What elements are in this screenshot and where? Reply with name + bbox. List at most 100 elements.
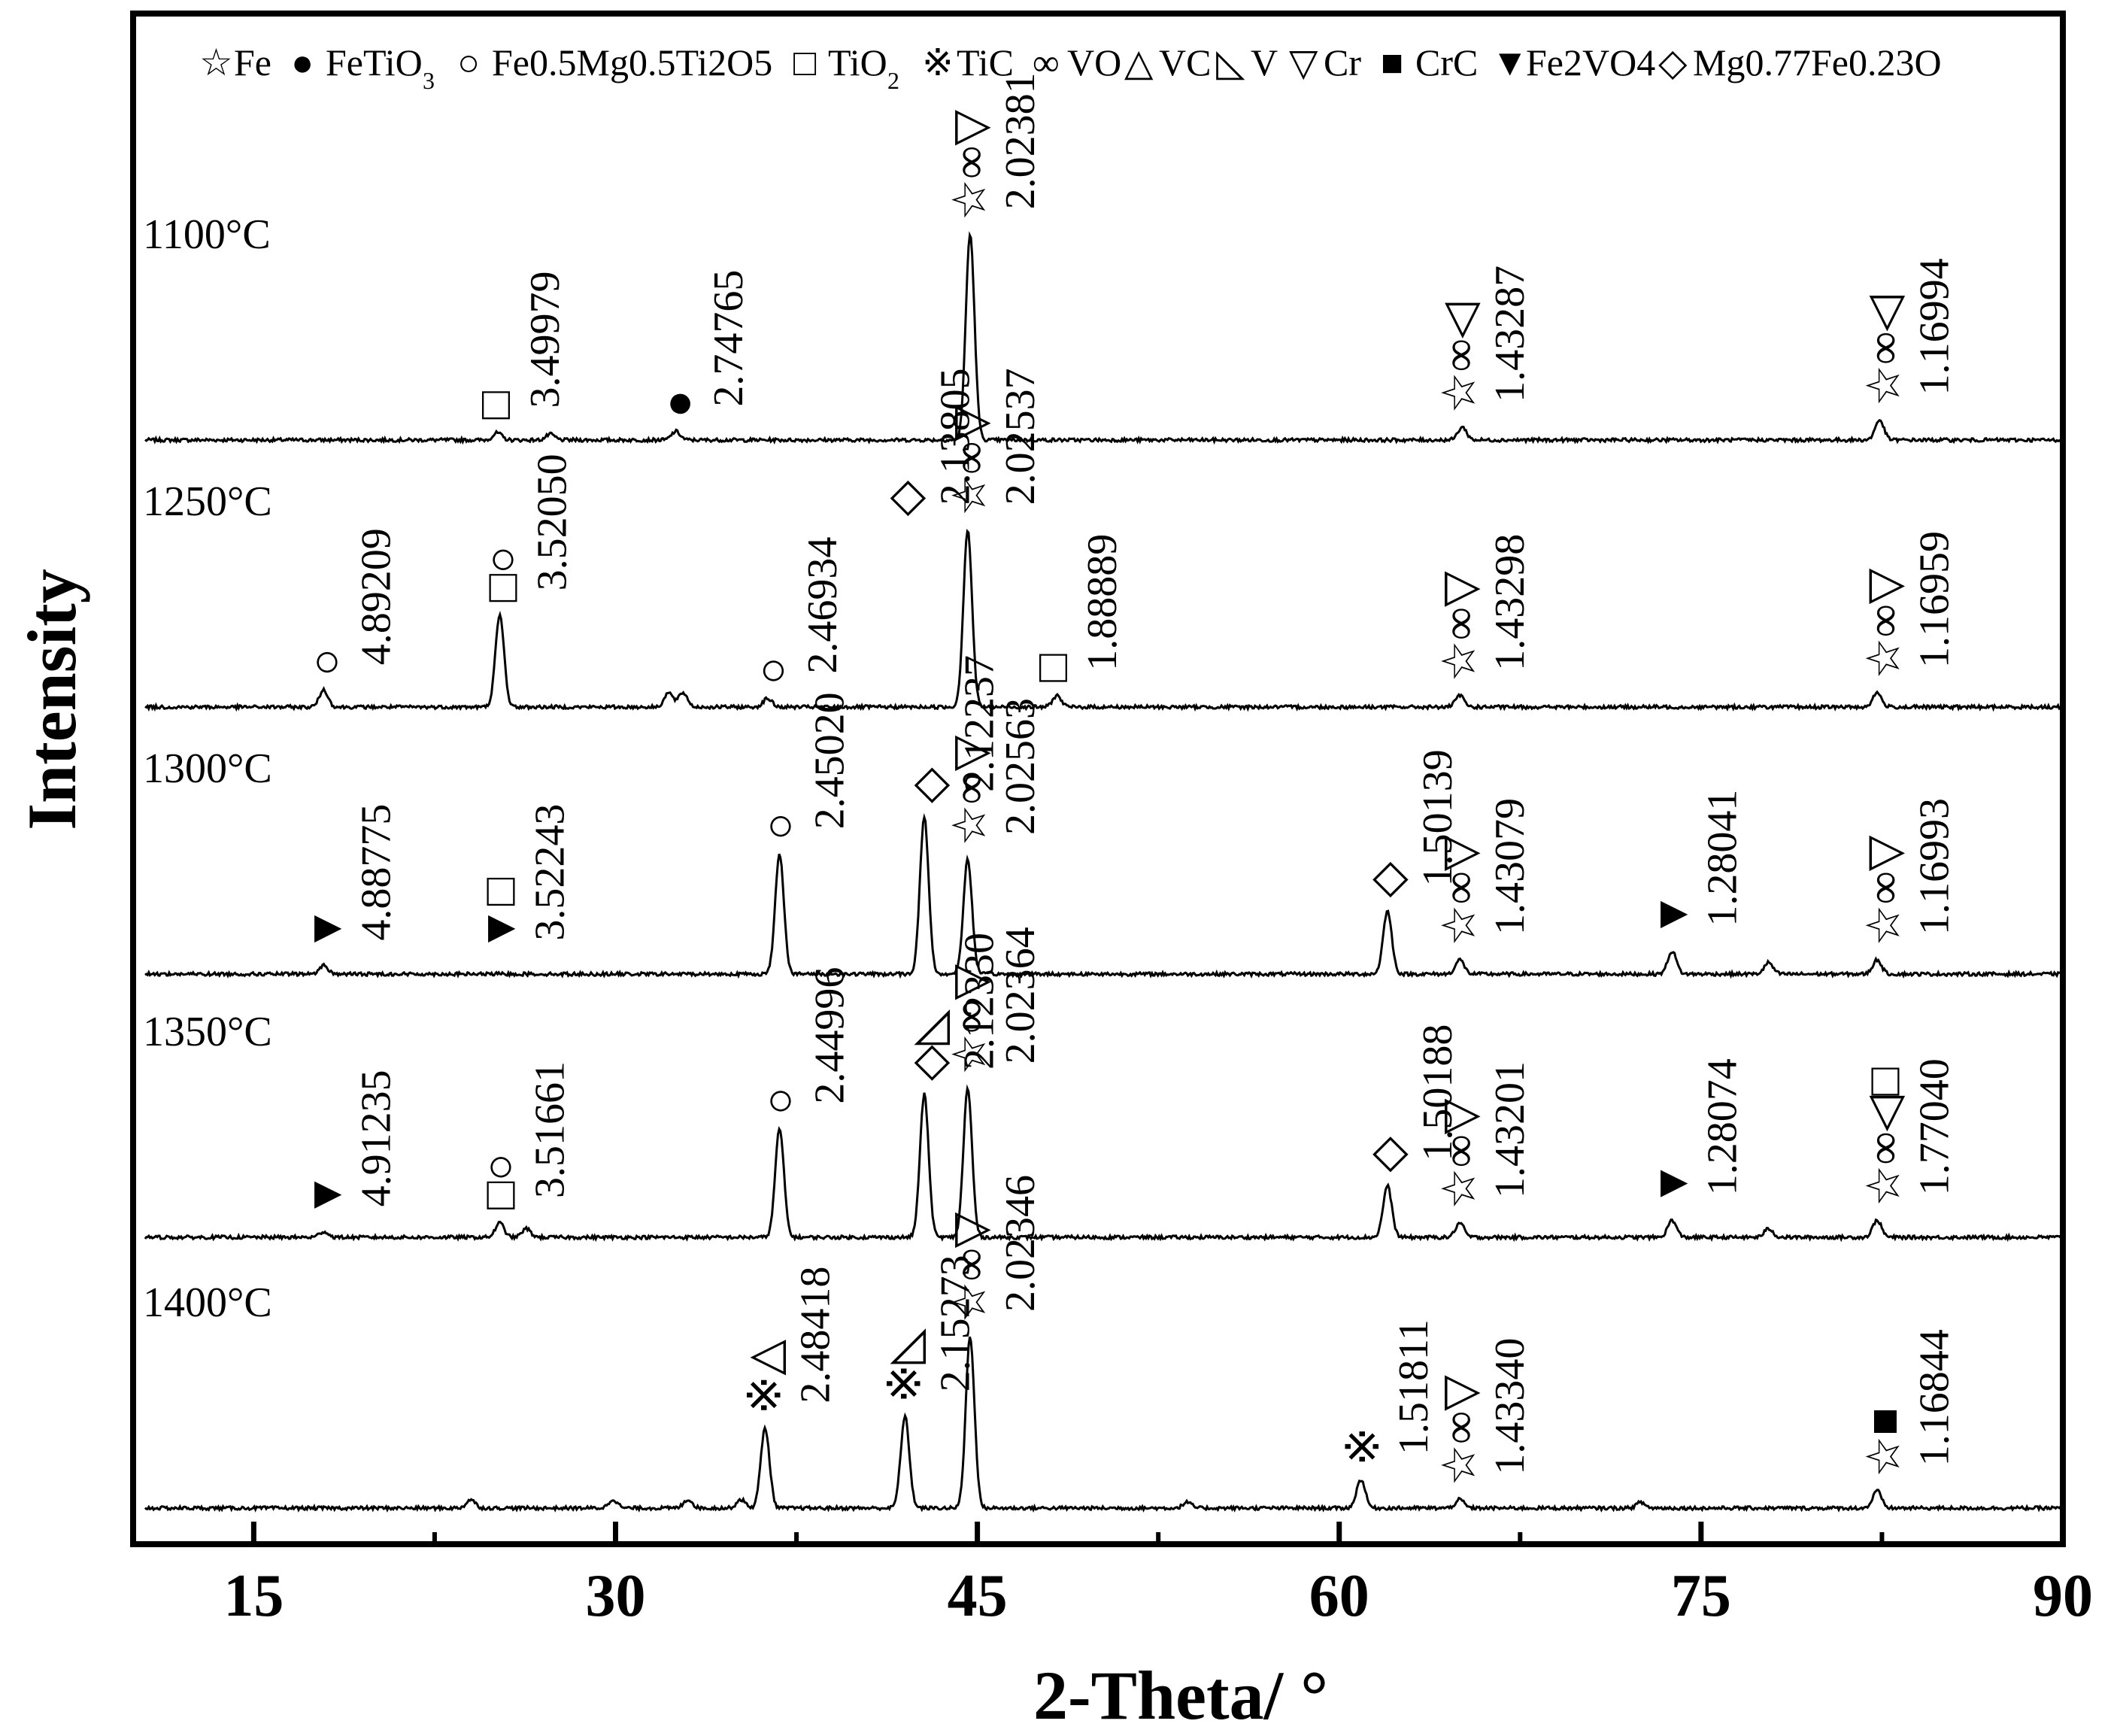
peak-d-spacing: 1.50188: [1415, 1024, 1461, 1161]
peak-d-spacing: 2.02537: [997, 368, 1044, 505]
legend-label: Mg0.77Fe0.23O: [1693, 41, 1942, 83]
peak-symbols: ☆∞▽: [945, 405, 996, 517]
y-axis-label: Intensity: [14, 569, 90, 830]
legend-symbol: ▼: [1491, 41, 1529, 83]
peak-d-spacing: 2.02381: [997, 72, 1044, 209]
peak-symbols: ※: [1338, 1427, 1389, 1466]
peak-d-spacing: 2.46934: [799, 537, 846, 674]
legend-label: Fe0.5Mg0.5Ti2O5: [492, 41, 772, 83]
series-line: [144, 231, 2064, 445]
peak-d-spacing: 2.15273: [932, 1255, 978, 1392]
peak-symbols: ○: [754, 812, 805, 840]
legend-symbol: ◺: [1216, 41, 1245, 83]
peak-d-spacing: 2.44996: [807, 967, 854, 1104]
legend-label: Fe: [234, 41, 271, 83]
legend-label-sub: 3: [423, 67, 435, 94]
legend-item-9: ■ CrC: [1381, 41, 1478, 83]
peak-symbols: ○: [754, 1087, 805, 1115]
peak-d-spacing: 1.16959: [1912, 531, 1958, 668]
axes: 15 30 45 60 75 90: [223, 1522, 2093, 1629]
legend-label: Fe2VO4: [1526, 41, 1655, 83]
peak-symbols: □○: [475, 1153, 526, 1209]
peak-d-spacing: 3.52243: [527, 804, 574, 941]
legend-symbol: ▽: [1289, 41, 1318, 83]
legend-item-5: ∞ VO: [1033, 41, 1121, 83]
peak-symbols: □○: [477, 545, 528, 602]
peak-symbols: ☆∞▽: [945, 1212, 996, 1323]
legend-label: VC: [1159, 41, 1211, 83]
series-0: 1100°C□ 3.49979 ● 2.74765☆∞▽ 2.02381☆∞◁ 1.432…: [143, 72, 2064, 445]
peak-d-spacing: 1.43287: [1487, 266, 1533, 402]
peak-symbols: ▼□: [475, 877, 526, 951]
peak-symbols: ☆■: [1859, 1407, 1910, 1477]
legend-symbol: ※: [922, 41, 954, 83]
peak-symbols: ▼: [301, 906, 352, 951]
legend-label: CrC: [1415, 41, 1478, 83]
legend-symbol: ●: [291, 41, 314, 83]
legend-label-sub: 2: [887, 67, 899, 94]
legend-label: VO: [1067, 41, 1121, 83]
peak-d-spacing: 1.50139: [1415, 749, 1461, 886]
series-1: 1250°C○ 4.89209 □○ 3.52050○ 2.46934◇ 2.13805☆…: [143, 368, 2064, 712]
legend-item-1: ● FeTiO 3: [291, 41, 435, 94]
series-2: 1300°C▼ 4.88775 ▼□ 3.52243 ○ 2.45020 ◇ 2.12237☆…: [143, 655, 2064, 979]
peak-symbols: ▼: [301, 1172, 352, 1218]
peak-symbols: □: [469, 391, 520, 420]
peak-symbols: ○: [301, 648, 352, 676]
peak-d-spacing: 2.48418: [792, 1267, 839, 1404]
peak-d-spacing: 1.88889: [1079, 534, 1126, 671]
plot-frame: [130, 11, 2066, 1547]
x-axis-label: 2-Theta/ °: [1033, 1657, 1328, 1734]
legend-item-10: ▼Fe2VO4: [1491, 41, 1655, 83]
legend-item-7: ◺ V: [1216, 41, 1278, 83]
peak-d-spacing: 2.13805: [932, 368, 978, 505]
plot-area: 1100°C□ 3.49979 ● 2.74765☆∞▽ 2.02381☆∞◁ 1.432…: [143, 72, 2064, 1513]
legend-symbol: △: [1124, 41, 1154, 83]
peak-d-spacing: 1.43340: [1487, 1338, 1533, 1475]
peak-symbols: ▼: [1646, 1161, 1697, 1206]
peak-symbols: ☆∞▽: [945, 964, 996, 1076]
peak-d-spacing: 1.77040: [1912, 1058, 1958, 1195]
peak-symbols: ◇: [1362, 861, 1413, 897]
peak-symbols: ◇: [904, 767, 955, 803]
legend: ☆ Fe ● FeTiO 3 ○ Fe0.5Mg0.5Ti2O5 □ TiO 2 ※ TiC ∞ VO △ V…: [199, 41, 1942, 94]
legend-item-2: ○ Fe0.5Mg0.5Ti2O5: [457, 41, 772, 83]
legend-label: FeTiO: [326, 41, 423, 83]
series-3: 1350°C▼ 4.91235 □○ 3.51661 ○ 2.44996 ◇◺ 2.12330…: [143, 927, 2064, 1243]
peak-symbols: ☆∞▽: [1859, 568, 1910, 679]
series-line: [144, 812, 2064, 979]
x-tick-label: 15: [223, 1563, 284, 1629]
x-tick-label: 90: [2033, 1563, 2093, 1629]
legend-item-8: ▽ Cr: [1289, 41, 1361, 83]
peak-d-spacing: 1.16844: [1912, 1329, 1958, 1466]
peak-symbols: ※△: [739, 1340, 790, 1415]
peak-symbols: ☆∞◁: [1434, 302, 1485, 414]
peak-symbols: ☆∞▽: [945, 110, 996, 221]
peak-symbols: ☆∞▽: [945, 735, 996, 846]
legend-item-3: □ TiO 2: [793, 41, 899, 94]
peak-d-spacing: 3.52050: [529, 454, 576, 590]
peak-symbols: ▼: [1646, 891, 1697, 937]
peak-d-spacing: 4.88775: [353, 804, 400, 941]
legend-item-6: △ VC: [1124, 41, 1211, 83]
peak-symbols: ◇: [879, 480, 930, 516]
x-tick-label: 30: [586, 1563, 646, 1629]
legend-label: TiC: [957, 41, 1014, 83]
peak-symbols: ☆∞▽: [1434, 1375, 1485, 1486]
series-4: 1400°C※△ 2.48418 ※◺ 2.15273☆∞▽ 2.02346※ 1.518…: [143, 1175, 2064, 1513]
peak-symbols: ◇◺: [904, 1009, 955, 1081]
legend-label: V: [1251, 41, 1278, 83]
peak-symbols: ◇: [1362, 1137, 1413, 1173]
peak-d-spacing: 1.16994: [1912, 258, 1958, 395]
peak-d-spacing: 2.12330: [957, 933, 1003, 1070]
peak-d-spacing: 1.28074: [1699, 1058, 1745, 1195]
peak-d-spacing: 1.43298: [1487, 534, 1533, 671]
peak-symbols: ●: [653, 390, 704, 417]
peak-d-spacing: 2.02346: [997, 1175, 1044, 1312]
peak-symbols: ☆∞▽: [1434, 835, 1485, 946]
legend-symbol: □: [793, 41, 817, 83]
peak-symbols: ☆∞◁: [1859, 296, 1910, 407]
legend-item-4: ※ TiC: [922, 41, 1014, 83]
x-tick-label: 60: [1309, 1563, 1369, 1629]
